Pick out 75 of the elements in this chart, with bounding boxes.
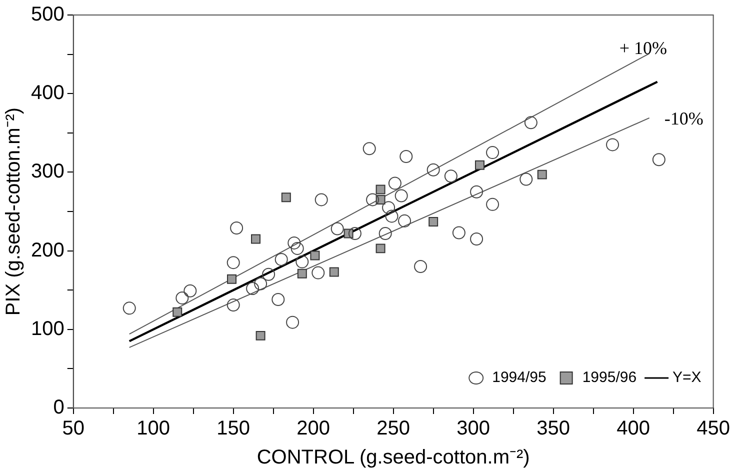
point bbox=[400, 150, 413, 163]
point bbox=[428, 216, 438, 226]
point bbox=[378, 227, 392, 240]
point bbox=[290, 242, 304, 255]
point bbox=[452, 226, 466, 240]
x-tick-label: 50 bbox=[62, 418, 84, 440]
point bbox=[398, 214, 412, 228]
y-axis-title: PIX (g.seed-cotton.m⁻²) bbox=[2, 107, 25, 316]
legend-label: 1995/96 bbox=[582, 369, 637, 386]
point bbox=[470, 232, 484, 246]
x-axis-title: CONTROL (g.seed-cotton.m⁻²) bbox=[256, 446, 530, 469]
point bbox=[272, 293, 285, 306]
point bbox=[230, 222, 244, 235]
annotation: + 10% bbox=[619, 38, 667, 58]
point bbox=[486, 146, 500, 160]
point bbox=[376, 244, 386, 254]
point bbox=[606, 138, 620, 152]
x-tick-label: 100 bbox=[136, 418, 170, 440]
x-tick-label: 450 bbox=[696, 418, 730, 440]
point bbox=[330, 222, 344, 236]
x-tick-label: 200 bbox=[296, 418, 330, 440]
point bbox=[226, 256, 240, 270]
point bbox=[262, 268, 276, 281]
point bbox=[474, 160, 484, 170]
point bbox=[251, 234, 260, 244]
point bbox=[426, 163, 440, 176]
point bbox=[537, 170, 547, 180]
point bbox=[288, 236, 301, 250]
point bbox=[274, 252, 288, 266]
y-tick-label: 100 bbox=[30, 318, 64, 340]
point bbox=[312, 266, 325, 280]
x-tick-label: 400 bbox=[616, 418, 650, 440]
point bbox=[281, 192, 291, 202]
point bbox=[366, 193, 380, 206]
point bbox=[486, 198, 500, 211]
x-tick-label: 350 bbox=[536, 418, 570, 440]
point bbox=[382, 201, 396, 214]
point bbox=[256, 330, 266, 340]
point bbox=[122, 302, 136, 315]
legend-label: 1994/95 bbox=[492, 369, 546, 386]
point bbox=[520, 172, 533, 186]
point bbox=[246, 282, 260, 296]
point bbox=[176, 291, 189, 304]
y-tick-label: 300 bbox=[30, 160, 64, 183]
point bbox=[388, 176, 402, 190]
y-tick-label: 200 bbox=[30, 239, 64, 262]
point bbox=[172, 307, 182, 317]
y-tick-label: 400 bbox=[30, 82, 64, 104]
point bbox=[524, 116, 538, 130]
point bbox=[362, 142, 376, 156]
point bbox=[226, 298, 240, 312]
point bbox=[394, 189, 408, 202]
point bbox=[444, 170, 458, 183]
x-tick-label: 300 bbox=[456, 418, 490, 440]
point bbox=[652, 153, 666, 166]
point bbox=[227, 274, 236, 284]
annotation: -10% bbox=[664, 108, 704, 129]
point bbox=[314, 193, 328, 206]
point bbox=[184, 284, 197, 298]
point bbox=[310, 250, 320, 260]
point bbox=[348, 227, 362, 240]
point bbox=[385, 210, 398, 223]
x-tick-label: 150 bbox=[216, 418, 250, 440]
y-tick-label: 0 bbox=[53, 396, 64, 419]
point bbox=[286, 316, 300, 329]
point bbox=[254, 277, 268, 290]
x-tick-label: 250 bbox=[376, 418, 410, 440]
legend-label: Y=X bbox=[672, 369, 702, 386]
point bbox=[297, 268, 307, 278]
point bbox=[376, 184, 386, 194]
point bbox=[470, 185, 484, 198]
point bbox=[414, 260, 428, 274]
point bbox=[329, 267, 339, 277]
point bbox=[296, 255, 309, 268]
y-tick-label: 500 bbox=[30, 4, 64, 26]
